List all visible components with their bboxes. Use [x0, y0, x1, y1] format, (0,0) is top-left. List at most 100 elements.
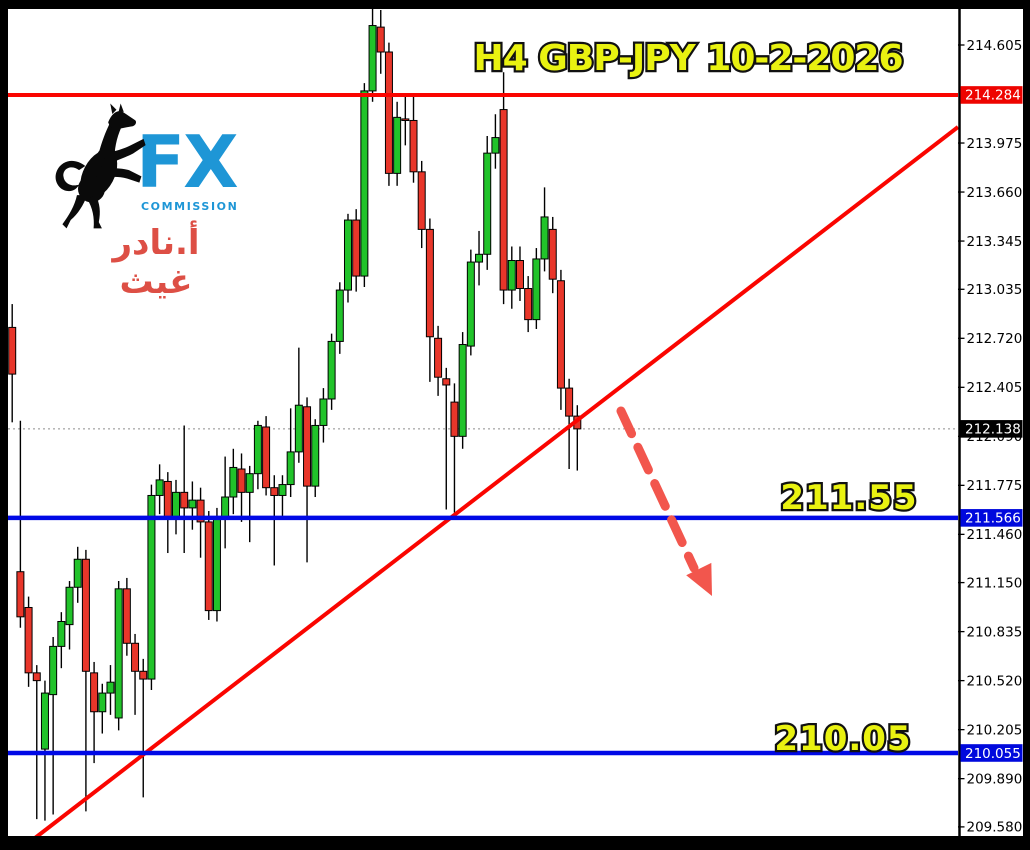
- price-tick-label: 211.775: [967, 478, 1023, 494]
- candle-up: [49, 645, 58, 696]
- candle-up: [245, 473, 254, 493]
- candle-up: [466, 261, 475, 347]
- candle-up: [286, 451, 295, 486]
- price-tick-label: 212.720: [967, 331, 1023, 347]
- candle-down: [139, 670, 148, 680]
- candle-down: [90, 672, 99, 713]
- candle-up: [147, 494, 156, 680]
- candle-up: [532, 258, 541, 321]
- price-tick-label: 209.580: [967, 820, 1023, 836]
- sell-signal-arrowhead[interactable]: [686, 562, 712, 596]
- candle-down: [524, 288, 533, 321]
- candle-up: [475, 253, 484, 263]
- candle-up: [483, 152, 492, 255]
- candle-down: [122, 588, 131, 644]
- price-badge-text: 214.284: [965, 88, 1021, 104]
- candle-down: [425, 228, 434, 338]
- price-badge-text: 210.055: [965, 746, 1021, 762]
- logo-arabic-text: أ.نادر غيث: [112, 223, 200, 303]
- candle-up: [73, 558, 82, 588]
- candle-down: [270, 487, 279, 496]
- price-badge-text: 212.138: [965, 422, 1021, 438]
- candle-down: [409, 119, 418, 173]
- candle-up: [229, 466, 238, 498]
- window-frame: [0, 0, 1030, 9]
- candle-down: [196, 499, 205, 523]
- candle-up: [335, 289, 344, 342]
- window-frame: [0, 836, 1030, 850]
- candle-up: [360, 90, 369, 277]
- ascending-trendline[interactable]: [33, 125, 960, 840]
- candle-up: [368, 25, 377, 92]
- candle-down: [180, 491, 189, 509]
- price-badge-support: [960, 509, 1023, 527]
- candle-up: [319, 398, 328, 426]
- candle-up: [57, 620, 66, 647]
- candle-down: [16, 571, 25, 618]
- candle-up: [278, 484, 287, 496]
- window-frame: [1023, 0, 1030, 850]
- candle-up: [393, 116, 402, 174]
- candle-down: [163, 480, 172, 520]
- candle-down: [81, 558, 90, 672]
- candle-down: [499, 109, 508, 291]
- price-tick-label: 211.150: [967, 575, 1023, 591]
- candle-down: [303, 406, 312, 487]
- candle-up: [253, 424, 262, 475]
- candle-down: [8, 326, 17, 375]
- candle-up: [507, 260, 516, 291]
- candle-down: [204, 521, 213, 612]
- candle-down: [565, 387, 574, 417]
- candle-up: [491, 137, 500, 154]
- candle-up: [172, 491, 180, 520]
- price-tick-label: 209.890: [967, 771, 1023, 787]
- price-badge-resistance: [960, 86, 1023, 104]
- candle-down: [32, 672, 41, 682]
- candle-up: [106, 681, 115, 694]
- candle-up: [540, 216, 549, 260]
- price-tick-label: 212.405: [967, 380, 1023, 396]
- price-tick-label: 210.520: [967, 673, 1023, 689]
- candle-up: [458, 344, 467, 437]
- target-label-1[interactable]: 211.55: [778, 476, 919, 521]
- candle-down: [556, 280, 565, 389]
- candle-down: [417, 171, 426, 230]
- price-tick-label: 213.975: [967, 136, 1023, 152]
- candle-down: [262, 426, 271, 489]
- logo-commission-text: COMMISSION: [141, 200, 239, 213]
- window-frame: [0, 0, 8, 850]
- candle-down: [237, 468, 246, 493]
- candle-up: [221, 496, 230, 518]
- price-badge-support: [960, 744, 1023, 762]
- candle-up: [98, 692, 107, 713]
- candle-down: [352, 219, 361, 277]
- chart-title[interactable]: H4 GBP-JPY 10-2-2026: [471, 36, 906, 82]
- price-tick-label: 213.345: [967, 234, 1023, 250]
- candle-up: [188, 499, 197, 509]
- candle-down: [515, 260, 524, 290]
- candle-down: [376, 26, 385, 53]
- candle-down: [548, 228, 557, 280]
- sell-signal-arrow[interactable]: [616, 406, 699, 573]
- price-tick-label: 210.205: [967, 722, 1023, 738]
- logo-fx-text: FX: [136, 120, 239, 204]
- plot-area[interactable]: [8, 9, 958, 836]
- candle-up: [343, 219, 352, 291]
- candle-up: [327, 340, 336, 400]
- price-tick-label: 213.660: [967, 185, 1023, 201]
- candle-up: [40, 692, 49, 750]
- horse-logo-icon: [55, 103, 146, 229]
- target-label-2[interactable]: 210.05: [772, 717, 913, 762]
- candle-down: [401, 118, 410, 122]
- price-badge-current-price: [960, 420, 1023, 438]
- candle-down: [442, 378, 451, 386]
- price-tick-label: 213.035: [967, 282, 1023, 298]
- candle-up: [311, 424, 320, 487]
- price-tick-label: 211.460: [967, 527, 1023, 543]
- candle-down: [131, 642, 140, 672]
- candle-up: [155, 479, 164, 496]
- candle-down: [24, 606, 33, 674]
- candle-up: [65, 586, 74, 626]
